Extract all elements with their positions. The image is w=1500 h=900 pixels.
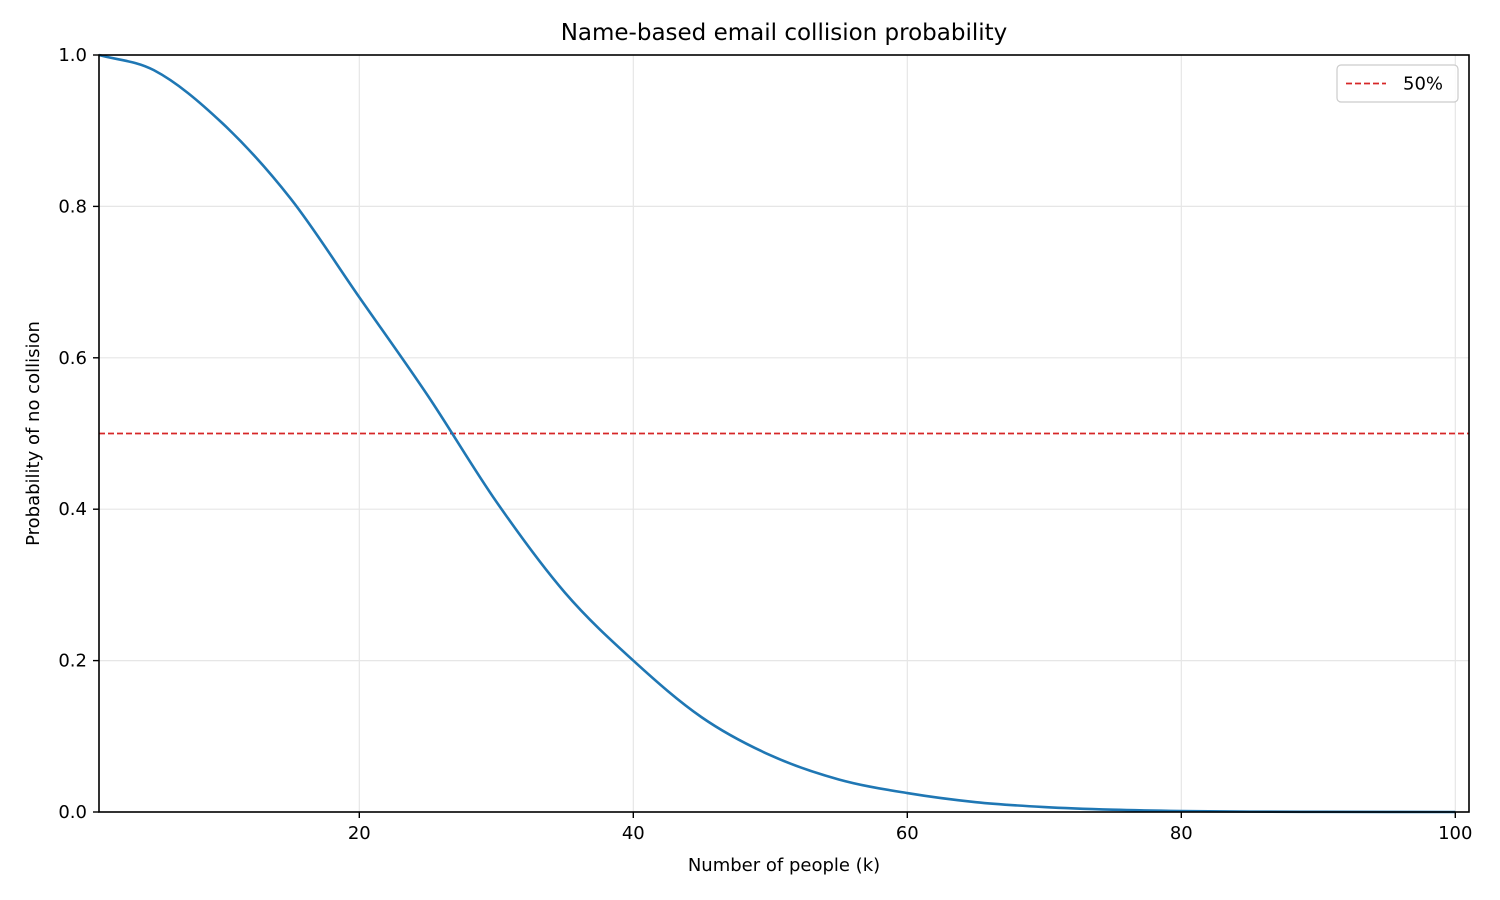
x-axis-ticks: 20 40 60 80 100: [348, 812, 1472, 844]
y-axis-ticks: 0.0 0.2 0.4 0.6 0.8 1.0: [58, 45, 99, 823]
legend-label: 50%: [1403, 74, 1443, 95]
y-tick-label: 1.0: [58, 45, 87, 66]
y-tick-label: 0.8: [58, 196, 87, 217]
y-tick-label: 0.0: [58, 802, 87, 823]
y-tick-label: 0.2: [58, 651, 87, 672]
x-axis-label: Number of people (k): [688, 855, 880, 876]
x-tick-label: 80: [1170, 823, 1193, 844]
x-tick-label: 40: [622, 823, 645, 844]
y-tick-label: 0.6: [58, 348, 87, 369]
legend-box: [1336, 64, 1459, 103]
legend: 50%: [1336, 64, 1459, 103]
x-tick-label: 20: [348, 823, 371, 844]
y-tick-label: 0.4: [58, 499, 87, 520]
y-axis-label: Probability of no collision: [23, 321, 44, 546]
x-tick-label: 100: [1438, 823, 1472, 844]
x-tick-label: 60: [896, 823, 919, 844]
plot-frame: [98, 54, 1470, 813]
chart-title: Name-based email collision probability: [560, 20, 1008, 46]
